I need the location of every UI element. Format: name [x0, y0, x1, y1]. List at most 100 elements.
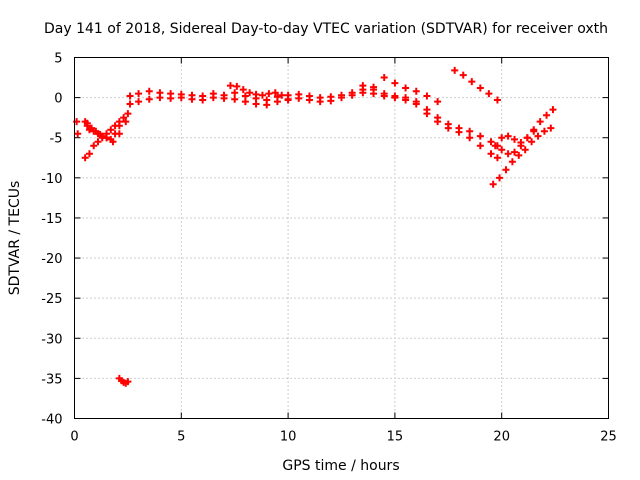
data-point — [199, 96, 207, 104]
data-point — [476, 84, 484, 92]
data-point — [156, 94, 164, 102]
data-point — [498, 146, 506, 154]
data-point — [83, 119, 91, 127]
data-point — [370, 90, 378, 98]
data-point — [491, 142, 499, 150]
data-point — [305, 96, 313, 104]
x-axis-label: GPS time / hours — [282, 458, 399, 474]
data-point — [246, 89, 254, 97]
data-point — [327, 97, 335, 105]
data-point — [547, 124, 555, 132]
data-point — [126, 92, 134, 100]
data-point — [145, 87, 153, 95]
data-point — [109, 138, 117, 146]
x-tick-labels: 0 5 10 15 20 25 — [70, 430, 616, 445]
data-point — [338, 94, 345, 102]
data-point — [284, 95, 292, 103]
data-point — [423, 92, 431, 100]
data-point — [359, 89, 367, 97]
data-point — [167, 94, 175, 102]
x-tick-label: 25 — [600, 430, 617, 445]
data-point — [511, 148, 519, 156]
data-point — [258, 91, 266, 99]
data-point — [124, 378, 132, 386]
data-point — [265, 90, 273, 98]
data-point — [434, 98, 442, 106]
data-point — [226, 82, 234, 90]
y-tick-label: -40 — [41, 413, 62, 428]
data-point — [85, 150, 93, 158]
data-point — [534, 132, 542, 140]
x-tick-label: 15 — [387, 430, 404, 445]
data-point — [493, 154, 501, 162]
data-point — [451, 66, 459, 74]
data-point — [412, 100, 420, 108]
y-tick-label: -15 — [41, 212, 62, 227]
data-point — [402, 84, 410, 92]
data-points — [73, 66, 557, 387]
data-point — [487, 138, 495, 146]
data-point — [107, 126, 115, 134]
data-point — [489, 180, 497, 188]
data-point — [115, 130, 123, 138]
data-point — [485, 90, 493, 98]
data-point — [90, 142, 98, 150]
data-point — [81, 154, 89, 162]
data-point — [103, 134, 111, 142]
data-point — [504, 150, 512, 158]
data-point — [502, 166, 510, 174]
data-point — [115, 118, 123, 126]
data-point — [412, 87, 420, 95]
data-point — [273, 98, 281, 106]
data-point — [241, 98, 249, 106]
data-point — [511, 135, 519, 143]
data-point — [124, 110, 132, 118]
y-tick-label: 0 — [54, 92, 62, 107]
data-point — [434, 118, 442, 126]
data-point — [263, 101, 271, 109]
data-point — [549, 106, 557, 114]
data-point — [359, 82, 367, 90]
x-tick-label: 20 — [493, 430, 510, 445]
y-tick-label: -25 — [41, 292, 62, 307]
x-tick-label: 0 — [70, 430, 78, 445]
plot-frame — [74, 57, 609, 419]
data-point — [476, 142, 484, 150]
data-point — [402, 96, 410, 104]
data-point — [476, 132, 484, 140]
data-point — [239, 86, 247, 94]
data-point — [233, 82, 241, 90]
data-point — [523, 134, 531, 142]
data-point — [444, 124, 452, 132]
data-point — [530, 127, 538, 135]
data-point — [111, 122, 119, 130]
ticks — [74, 57, 609, 419]
data-point — [468, 78, 476, 86]
data-point — [96, 131, 104, 139]
data-point — [278, 91, 286, 99]
data-point — [459, 71, 467, 79]
data-point — [423, 110, 431, 118]
data-point — [252, 100, 260, 108]
y-tick-labels: 5 0 -5 -10 -15 -20 -25 -30 -35 -40 — [41, 52, 62, 428]
data-point — [145, 95, 153, 103]
data-point — [295, 94, 303, 102]
data-point — [543, 111, 551, 119]
data-point — [348, 91, 356, 99]
data-point — [391, 79, 399, 87]
data-point — [455, 128, 463, 136]
data-point — [94, 138, 102, 146]
x-tick-label: 10 — [280, 430, 297, 445]
y-tick-label: 5 — [54, 52, 62, 67]
data-point — [466, 127, 474, 135]
data-point — [380, 92, 388, 100]
y-tick-label: -20 — [41, 252, 62, 267]
data-point — [521, 146, 529, 154]
data-point — [271, 89, 279, 97]
data-point — [498, 134, 506, 142]
data-point — [120, 114, 128, 122]
data-point — [220, 94, 228, 102]
data-point — [515, 151, 523, 159]
data-point — [74, 130, 82, 138]
